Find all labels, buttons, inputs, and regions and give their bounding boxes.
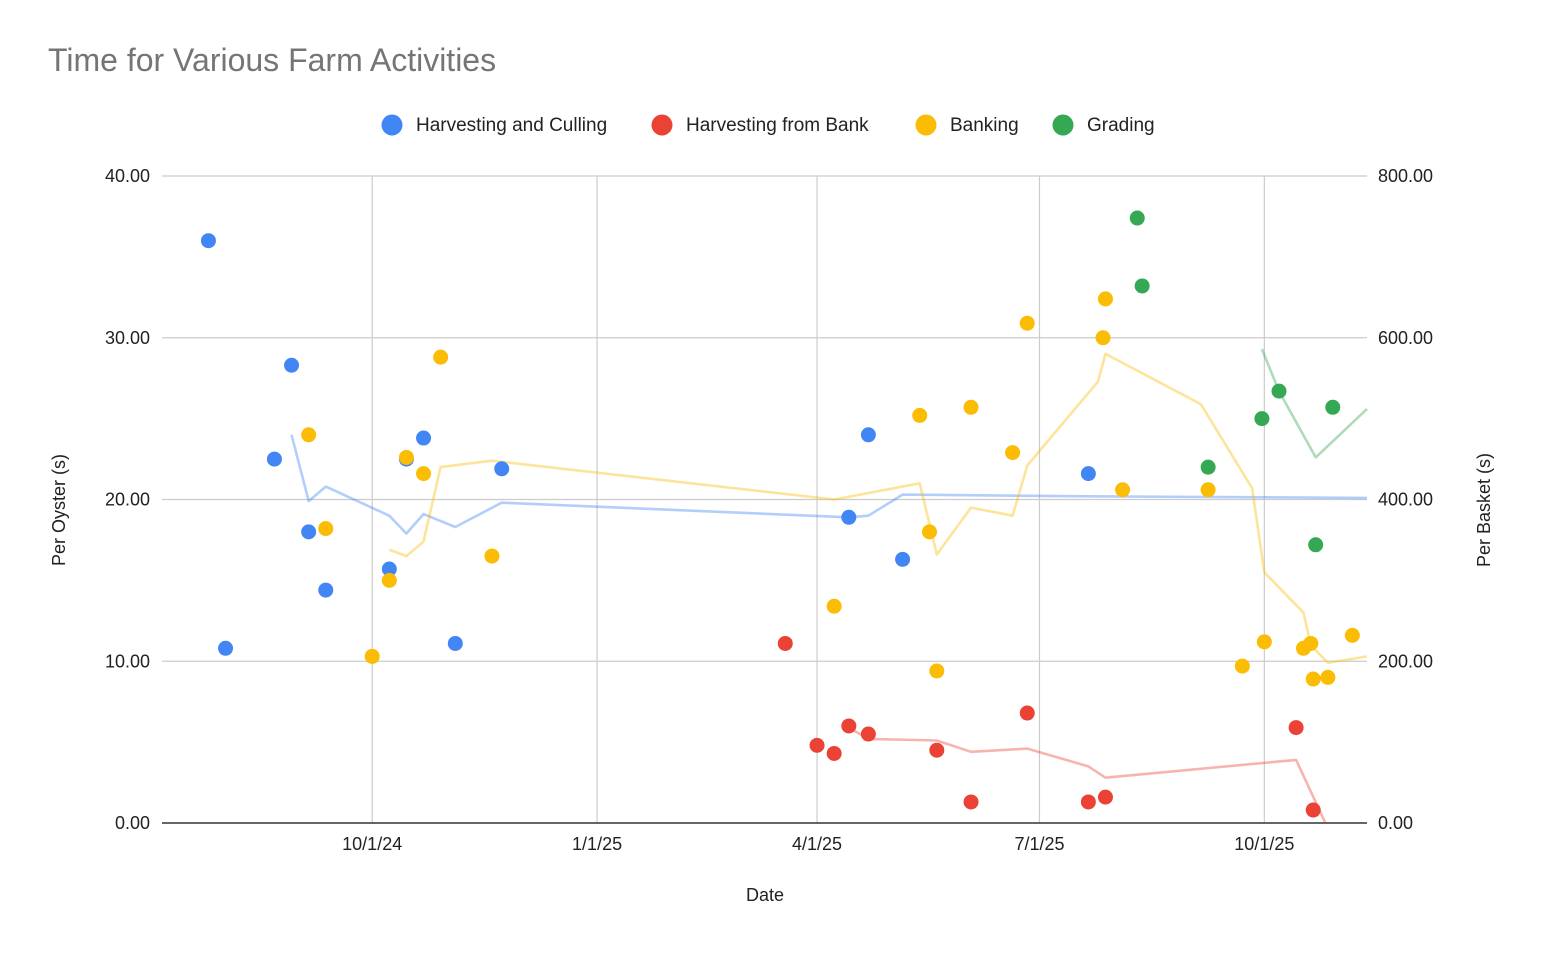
data-point	[1320, 669, 1336, 685]
data-point	[1200, 482, 1216, 498]
trendline	[848, 726, 1327, 824]
data-point	[218, 640, 234, 656]
trendlines	[290, 348, 1368, 824]
data-point	[1200, 459, 1216, 475]
data-point	[963, 794, 979, 810]
data-point	[266, 451, 282, 467]
data-point	[860, 427, 876, 443]
data-point	[929, 742, 945, 758]
data-point	[301, 524, 317, 540]
data-point	[841, 509, 857, 525]
data-point	[912, 407, 928, 423]
data-point	[1234, 658, 1250, 674]
legend-label: Grading	[1087, 115, 1155, 136]
y-right-tick-label: 200.00	[1378, 651, 1433, 671]
data-point	[200, 233, 216, 249]
data-point	[860, 726, 876, 742]
legend-label: Harvesting and Culling	[416, 115, 607, 136]
y-left-tick-label: 10.00	[105, 651, 150, 671]
data-point	[398, 449, 414, 465]
legend-marker	[381, 114, 403, 136]
data-point	[777, 635, 793, 651]
data-point	[433, 349, 449, 365]
data-point	[1134, 278, 1150, 294]
data-point	[301, 427, 317, 443]
data-point	[1019, 705, 1035, 721]
trendline	[388, 352, 1368, 665]
data-point	[416, 430, 432, 446]
y-right-tick-label: 600.00	[1378, 328, 1433, 348]
data-point	[841, 718, 857, 734]
data-point	[826, 598, 842, 614]
data-point	[381, 572, 397, 588]
data-point	[1095, 330, 1111, 346]
data-point	[1288, 720, 1304, 736]
data-point	[318, 582, 334, 598]
data-point	[1254, 411, 1270, 427]
x-tick-label: 10/1/25	[1234, 834, 1294, 854]
data-point	[364, 648, 380, 664]
legend-label: Banking	[950, 115, 1019, 136]
data-points	[200, 210, 1360, 818]
data-point	[1308, 537, 1324, 553]
chart-title: Time for Various Farm Activities	[48, 42, 497, 78]
x-tick-label: 7/1/25	[1014, 834, 1064, 854]
x-axis: 10/1/24 1/1/25 4/1/25 7/1/25 10/1/25	[162, 822, 1367, 854]
y-left-tick-label: 20.00	[105, 490, 150, 510]
data-point	[1080, 794, 1096, 810]
data-point	[1097, 789, 1113, 805]
data-point	[1271, 383, 1287, 399]
y-left-tick-label: 30.00	[105, 328, 150, 348]
trendline	[1260, 348, 1368, 459]
data-point	[494, 461, 510, 477]
legend-marker	[651, 114, 673, 136]
trendline	[290, 434, 1368, 535]
y-left-tick-label: 0.00	[115, 813, 150, 833]
data-point	[921, 524, 937, 540]
data-point	[809, 737, 825, 753]
data-point	[963, 399, 979, 415]
y-right-tick-label: 800.00	[1378, 166, 1433, 186]
data-point	[1325, 399, 1341, 415]
legend-marker	[1052, 114, 1074, 136]
data-point	[895, 551, 911, 567]
x-axis-title: Date	[746, 885, 784, 905]
data-point	[447, 635, 463, 651]
y-right-tick-label: 0.00	[1378, 813, 1413, 833]
data-point	[284, 357, 300, 373]
y-axis-right-title: Per Basket (s)	[1474, 453, 1494, 567]
data-point	[416, 466, 432, 482]
data-point	[1303, 635, 1319, 651]
data-point	[1097, 291, 1113, 307]
y-axis-left: 0.00 10.00 20.00 30.00 40.00	[105, 166, 150, 833]
y-axis-right: 0.00 200.00 400.00 600.00 800.00	[1378, 166, 1433, 833]
data-point	[1305, 671, 1321, 687]
x-tick-label: 4/1/25	[792, 834, 842, 854]
data-point	[1344, 627, 1360, 643]
data-point	[1080, 466, 1096, 482]
data-point	[826, 745, 842, 761]
y-axis-left-title: Per Oyster (s)	[49, 454, 69, 566]
data-point	[1115, 482, 1131, 498]
data-point	[1019, 315, 1035, 331]
y-right-tick-label: 400.00	[1378, 490, 1433, 510]
data-point	[1129, 210, 1145, 226]
data-point	[929, 663, 945, 679]
data-point	[1005, 445, 1021, 461]
data-point	[1256, 634, 1272, 650]
legend-label: Harvesting from Bank	[686, 115, 869, 136]
x-tick-label: 10/1/24	[342, 834, 402, 854]
x-tick-label: 1/1/25	[572, 834, 622, 854]
legend: Harvesting and Culling Harvesting from Ba…	[381, 114, 1155, 136]
data-point	[318, 521, 334, 537]
data-point	[1305, 802, 1321, 818]
data-point	[381, 561, 397, 577]
gridlines	[162, 175, 1367, 823]
y-left-tick-label: 40.00	[105, 166, 150, 186]
data-point	[484, 548, 500, 564]
legend-marker	[915, 114, 937, 136]
